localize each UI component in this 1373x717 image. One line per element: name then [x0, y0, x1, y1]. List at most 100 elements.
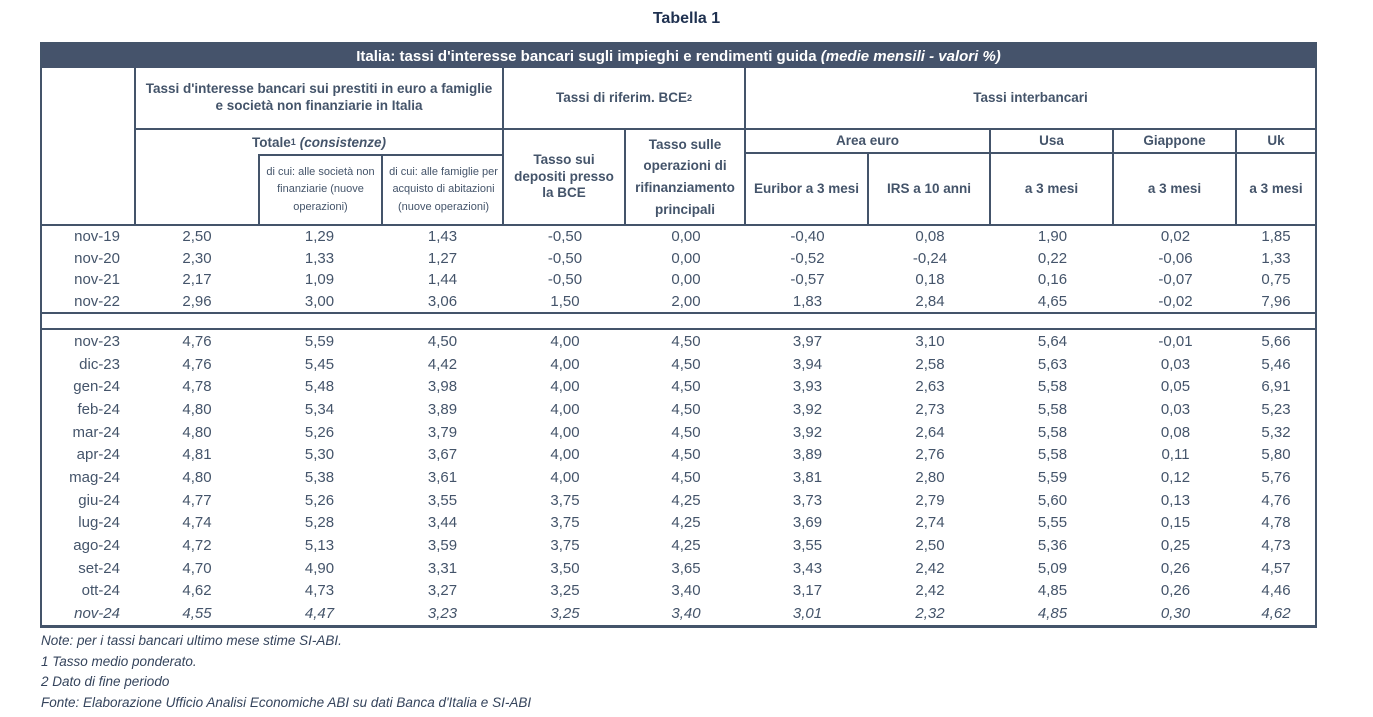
header-totale-label: Totale	[251, 134, 291, 150]
cell-value: 4,85	[1037, 605, 1068, 623]
cell-value: 1,27	[427, 249, 458, 267]
cell-value: 2,84	[915, 292, 945, 310]
row-date-label: nov-24	[74, 605, 120, 623]
cell-value: 2,58	[915, 355, 945, 373]
row-date-label: nov-22	[74, 292, 120, 310]
cell-value: 3,43	[792, 559, 823, 577]
cell-value: 6,91	[1261, 378, 1291, 396]
cell-value: 1,90	[1037, 228, 1068, 246]
cell-value: 3,61	[427, 468, 458, 486]
header-dicui-famiglie: di cui: alle famiglie per acquisto di ab…	[381, 154, 504, 224]
row-date-label: gen-24	[73, 378, 120, 396]
cell-value: 0,03	[1160, 355, 1191, 373]
row-date-label: lug-24	[78, 514, 120, 532]
cell-value: 5,64	[1037, 332, 1068, 350]
cell-value: 0,22	[1037, 249, 1068, 267]
cell-value: 3,01	[792, 605, 823, 623]
row-date-label: dic-23	[79, 355, 120, 373]
cell-value: 3,67	[427, 446, 458, 464]
cell-value: 5,26	[304, 491, 335, 509]
cell-value: 2,63	[915, 378, 945, 396]
cell-value: 2,50	[915, 537, 945, 555]
cell-value: 4,81	[182, 446, 212, 464]
cell-value: 4,62	[182, 582, 212, 600]
cell-value: 0,11	[1161, 446, 1190, 464]
cell-value: 5,58	[1037, 423, 1068, 441]
header-dicui-row: di cui: alle società non finanziarie (nu…	[136, 154, 504, 224]
header-totale: Totale 1 (consistenze)	[251, 134, 387, 150]
cell-value: 0,00	[671, 249, 701, 267]
cell-value: 4,74	[182, 514, 212, 532]
cell-value: 0,30	[1160, 605, 1191, 623]
header-rifinanziamento: Tasso sulle operazioni di rifinanziament…	[626, 130, 746, 224]
cell-value: 4,00	[550, 378, 580, 396]
cell-value: 4,78	[182, 378, 212, 396]
cell-value: 5,60	[1037, 491, 1068, 509]
cell-value: -0,50	[547, 249, 583, 267]
cell-value: 4,25	[671, 491, 701, 509]
header-uk-3m: a 3 mesi	[1249, 180, 1303, 196]
cell-value: 7,96	[1261, 292, 1291, 310]
cell-value: 5,66	[1261, 332, 1291, 350]
monthly-rows-block: nov-23 4,76 5,59 4,50 4,00 4,50 3,97 3,10 5,64 -0…	[42, 328, 1315, 625]
row-date-label: mar-24	[72, 423, 120, 441]
cell-value: 2,73	[915, 400, 945, 418]
cell-value: 3,23	[427, 605, 458, 623]
row-date-label: ott-24	[81, 582, 120, 600]
header-totale-group: Totale 1 (consistenze) di cui: alle societ…	[136, 130, 504, 224]
cell-value: 5,26	[304, 423, 335, 441]
table-row: nov-23 4,76 5,59 4,50 4,00 4,50 3,97 3,10 5,64 -0…	[42, 330, 1315, 353]
footnote-fonte: Fonte: Elaborazione Ufficio Analisi Econ…	[41, 694, 532, 710]
row-date-label: set-24	[78, 559, 120, 577]
table-row: ago-24 4,72 5,13 3,59 3,75 4,25 3,55 2,50 5,36 0,…	[42, 534, 1315, 557]
cell-value: 4,25	[671, 514, 701, 532]
row-date-label: nov-20	[74, 249, 120, 267]
cell-value: 4,47	[304, 605, 335, 623]
cell-value: 3,55	[427, 491, 458, 509]
cell-value: 3,73	[792, 491, 823, 509]
cell-value: 3,40	[671, 605, 701, 623]
cell-value: 5,28	[304, 514, 335, 532]
cell-value: 5,09	[1037, 559, 1068, 577]
cell-value: 2,79	[915, 491, 945, 509]
cell-value: 2,74	[915, 514, 945, 532]
footnote-2: 2 Dato di fine periodo	[41, 674, 170, 689]
cell-value: 3,93	[792, 378, 823, 396]
header-group-bce-label: Tassi di riferim. BCE	[555, 89, 688, 105]
cell-value: 5,58	[1037, 378, 1068, 396]
row-date-label: apr-24	[76, 446, 120, 464]
cell-value: 4,42	[427, 355, 458, 373]
cell-value: 4,50	[671, 355, 701, 373]
cell-value: 3,92	[792, 400, 823, 418]
row-date-label: mag-24	[69, 468, 120, 486]
cell-value: 1,83	[792, 292, 823, 310]
cell-value: 0,03	[1160, 400, 1191, 418]
row-date-label: nov-19	[74, 228, 120, 246]
cell-value: 4,65	[1037, 292, 1068, 310]
cell-value: 5,59	[1037, 468, 1068, 486]
cell-value: -0,06	[1158, 249, 1193, 267]
cell-value: 4,77	[182, 491, 212, 509]
cell-value: 4,55	[182, 605, 212, 623]
header-dates-empty	[42, 68, 136, 224]
table-row: gen-24 4,78 5,48 3,98 4,00 4,50 3,93 2,63 5,58 0,…	[42, 375, 1315, 398]
cell-value: 1,50	[550, 292, 580, 310]
cell-value: -0,57	[790, 271, 825, 289]
cell-value: 3,44	[427, 514, 458, 532]
cell-value: 5,13	[304, 537, 335, 555]
table-title-bold: Italia: tassi d'interesse bancari sugli …	[356, 47, 821, 65]
cell-value: 4,50	[671, 446, 701, 464]
cell-value: 4,50	[671, 423, 701, 441]
cell-value: 4,57	[1261, 559, 1291, 577]
cell-value: 5,55	[1037, 514, 1068, 532]
row-date-label: ago-24	[73, 537, 120, 555]
cell-value: -0,52	[790, 249, 825, 267]
table-row: nov-19 2,50 1,29 1,43 -0,50 0,00 -0,40 0,08 1,90…	[42, 226, 1315, 248]
cell-value: 4,80	[182, 423, 212, 441]
table-row: nov-22 2,96 3,00 3,06 1,50 2,00 1,83 2,84 4,65 -0…	[42, 291, 1315, 313]
cell-value: 3,79	[427, 423, 458, 441]
cell-value: 0,25	[1160, 537, 1191, 555]
cell-value: 1,43	[427, 228, 458, 246]
cell-value: 4,62	[1261, 605, 1291, 623]
cell-value: 0,12	[1160, 468, 1191, 486]
